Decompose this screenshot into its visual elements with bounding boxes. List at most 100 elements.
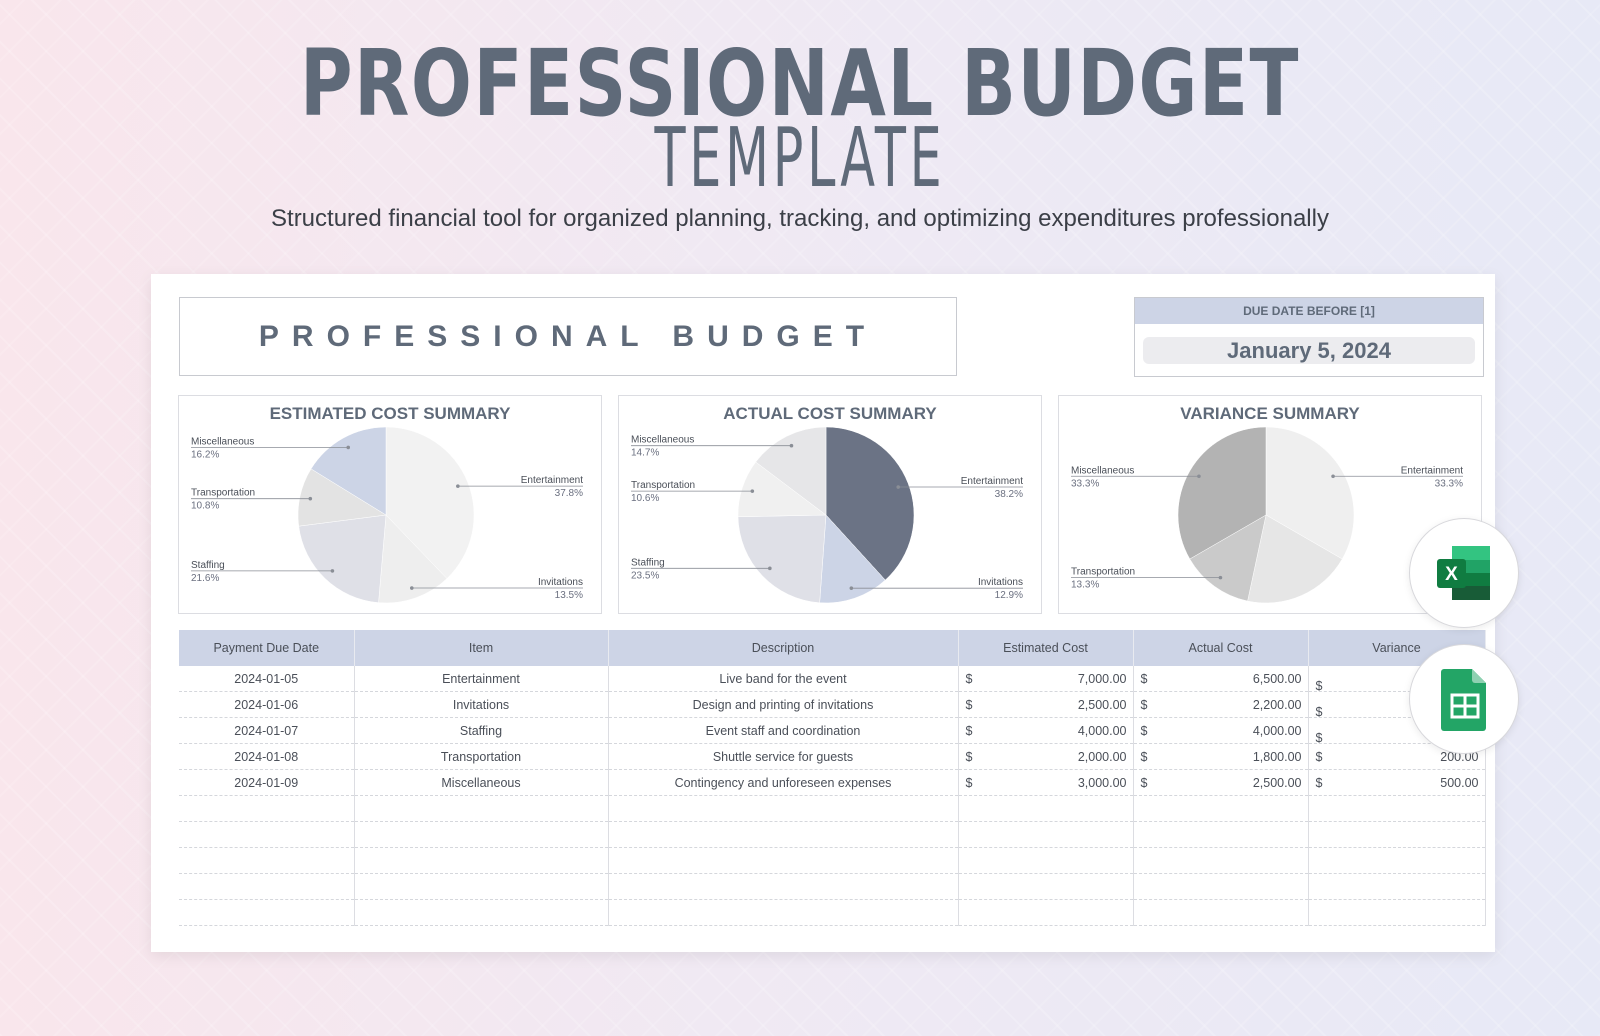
estimated-pie-svg: Entertainment 37.8% Invitations 13.5% Staffi… [191, 426, 583, 604]
empty-cell[interactable] [1308, 873, 1486, 900]
pie-slice[interactable] [737, 514, 827, 604]
slice-percent: 38.2% [995, 489, 1023, 500]
cell-estimated[interactable]: $7,000.00 [958, 666, 1134, 692]
pie-slice[interactable] [1265, 426, 1355, 560]
cell-item[interactable]: Staffing [354, 717, 609, 744]
cell-estimated[interactable]: $2,000.00 [958, 743, 1134, 770]
empty-cell[interactable] [1133, 873, 1309, 900]
cell-item[interactable]: Entertainment [354, 666, 609, 692]
column-header-date[interactable]: Payment Due Date [179, 630, 355, 666]
pie-slice[interactable] [825, 426, 915, 581]
empty-cell[interactable] [608, 821, 959, 848]
google-sheets-badge[interactable] [1409, 644, 1519, 754]
slice-percent: 23.5% [631, 570, 659, 581]
cell-description[interactable]: Event staff and coordination [608, 717, 959, 744]
cell-actual[interactable]: $2,500.00 [1133, 769, 1309, 796]
cell-description[interactable]: Design and printing of invitations [608, 691, 959, 718]
cell-item[interactable]: Transportation [354, 743, 609, 770]
cell-actual[interactable]: $1,800.00 [1133, 743, 1309, 770]
cell-estimated[interactable]: $3,000.00 [958, 769, 1134, 796]
empty-cell[interactable] [608, 899, 959, 926]
pie-slice[interactable] [385, 426, 475, 579]
leader-dot [750, 489, 755, 493]
empty-cell[interactable] [1133, 821, 1309, 848]
column-header-description[interactable]: Description [608, 630, 959, 666]
cell-item[interactable]: Invitations [354, 691, 609, 718]
pie-slice[interactable] [1247, 514, 1343, 604]
chart-title: VARIANCE SUMMARY [1180, 404, 1360, 423]
empty-cell[interactable] [179, 873, 355, 900]
empty-cell[interactable] [958, 873, 1134, 900]
leader-dot [896, 485, 901, 489]
empty-cell[interactable] [354, 821, 609, 848]
estimated-cost-chart: Entertainment 37.8% Invitations 13.5% Staffi… [178, 395, 602, 614]
slice-label: Entertainment [961, 476, 1023, 487]
empty-cell[interactable] [354, 795, 609, 822]
cell-description[interactable]: Shuttle service for guests [608, 743, 959, 770]
cell-date[interactable]: 2024-01-07 [179, 717, 355, 744]
slice-label: Invitations [538, 577, 583, 588]
empty-cell[interactable] [179, 899, 355, 926]
cell-date[interactable]: 2024-01-05 [179, 666, 355, 692]
pie-slice[interactable] [1189, 514, 1267, 602]
currency-symbol: $ [1140, 749, 1148, 764]
cell-description[interactable]: Live band for the event [608, 666, 959, 692]
empty-cell[interactable] [354, 847, 609, 874]
pie-slice[interactable] [378, 514, 448, 604]
empty-cell[interactable] [1133, 847, 1309, 874]
empty-cell[interactable] [354, 873, 609, 900]
cell-description[interactable]: Contingency and unforeseen expenses [608, 769, 959, 796]
pie-slice[interactable] [755, 426, 827, 516]
empty-cell[interactable] [1133, 795, 1309, 822]
slice-percent: 10.8% [191, 501, 219, 512]
empty-cell[interactable] [608, 873, 959, 900]
cell-variance[interactable]: $500.00 [1308, 769, 1486, 796]
empty-cell[interactable] [1133, 899, 1309, 926]
empty-cell[interactable] [179, 821, 355, 848]
pie-slice[interactable] [298, 514, 387, 603]
empty-cell[interactable] [179, 847, 355, 874]
empty-cell[interactable] [958, 821, 1134, 848]
cell-date[interactable]: 2024-01-06 [179, 691, 355, 718]
slice-label: Entertainment [521, 475, 583, 486]
empty-cell[interactable] [1308, 821, 1486, 848]
empty-cell[interactable] [1308, 795, 1486, 822]
pie-slice[interactable] [1177, 426, 1267, 560]
cell-estimated-value: 4,000.00 [1077, 723, 1127, 738]
column-header-item[interactable]: Item [354, 630, 609, 666]
pie-slice[interactable] [310, 426, 387, 516]
column-header-estimated[interactable]: Estimated Cost [958, 630, 1134, 666]
empty-cell[interactable] [958, 795, 1134, 822]
pie-slice[interactable] [819, 514, 886, 604]
empty-cell[interactable] [608, 847, 959, 874]
empty-cell[interactable] [1308, 899, 1486, 926]
empty-cell[interactable] [354, 899, 609, 926]
currency-symbol: $ [1140, 775, 1148, 790]
empty-cell[interactable] [1308, 847, 1486, 874]
currency-symbol: $ [965, 723, 973, 738]
cell-item[interactable]: Miscellaneous [354, 769, 609, 796]
cell-estimated-value: 3,000.00 [1077, 775, 1127, 790]
excel-badge[interactable]: X [1409, 518, 1519, 628]
empty-cell[interactable] [958, 847, 1134, 874]
column-header-actual[interactable]: Actual Cost [1133, 630, 1309, 666]
sheet-title: PROFESSIONAL BUDGET [258, 319, 878, 353]
cell-date[interactable]: 2024-01-09 [179, 769, 355, 796]
currency-symbol: $ [965, 749, 973, 764]
table-header-row: Payment Due Date Item Description Estima… [179, 630, 1486, 666]
currency-symbol: $ [1315, 678, 1323, 693]
slice-percent: 37.8% [555, 488, 583, 499]
empty-cell[interactable] [958, 899, 1134, 926]
cell-actual[interactable]: $4,000.00 [1133, 717, 1309, 744]
leader-dot [1331, 474, 1335, 479]
cell-actual[interactable]: $6,500.00 [1133, 666, 1309, 692]
empty-cell[interactable] [608, 795, 959, 822]
cell-estimated[interactable]: $2,500.00 [958, 691, 1134, 718]
cell-date[interactable]: 2024-01-08 [179, 743, 355, 770]
cell-actual[interactable]: $2,200.00 [1133, 691, 1309, 718]
slice-percent: 33.3% [1435, 478, 1463, 489]
cell-estimated[interactable]: $4,000.00 [958, 717, 1134, 744]
due-date-value[interactable]: January 5, 2024 [1143, 337, 1475, 364]
empty-cell[interactable] [179, 795, 355, 822]
currency-symbol: $ [1140, 671, 1148, 686]
